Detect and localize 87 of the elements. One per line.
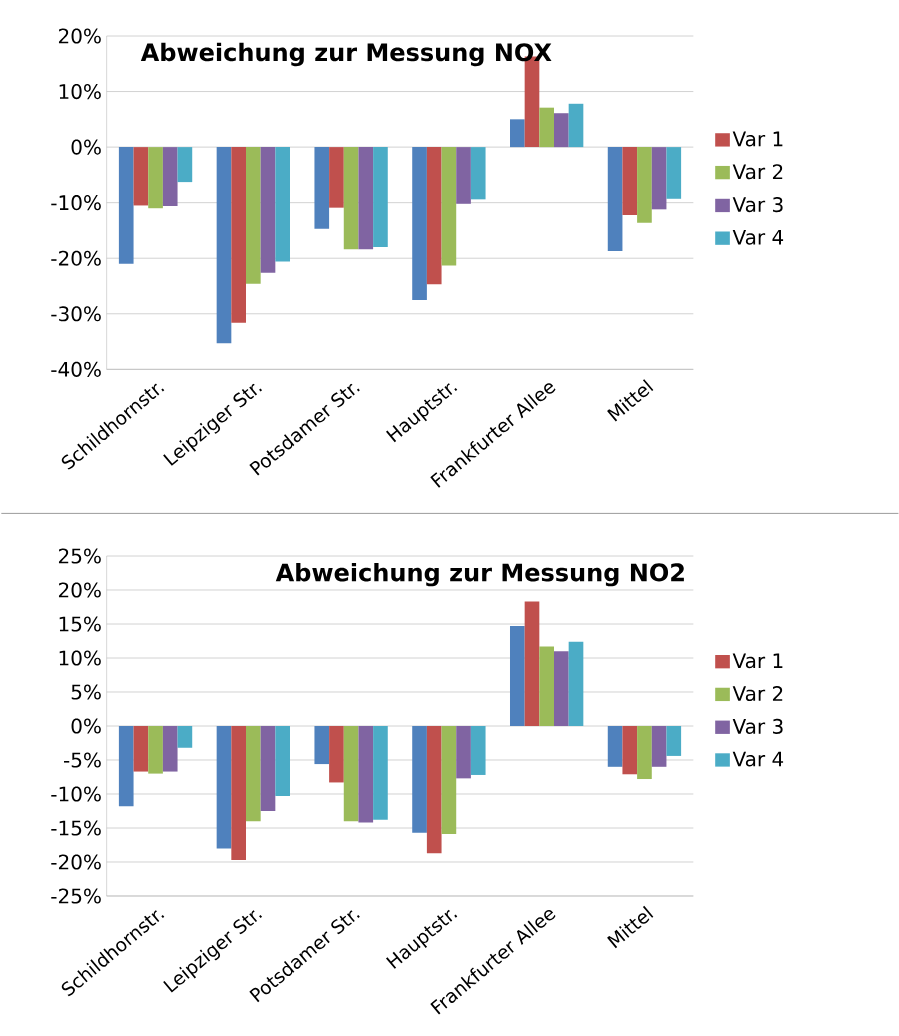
bar xyxy=(163,147,178,206)
y-tick-label: 0% xyxy=(71,139,102,155)
bar xyxy=(275,147,291,262)
bar xyxy=(133,147,149,206)
y-tick-label: 5% xyxy=(71,684,102,700)
bar xyxy=(275,726,291,797)
y-tick-label: 0% xyxy=(71,718,102,734)
bar xyxy=(666,726,682,756)
bar xyxy=(622,726,638,775)
bar xyxy=(314,147,330,229)
bar xyxy=(471,147,486,200)
bar xyxy=(637,147,652,223)
bar xyxy=(412,147,428,300)
bar xyxy=(568,641,584,726)
bar xyxy=(231,147,247,323)
y-tick-label: 15% xyxy=(59,616,102,632)
bar xyxy=(539,646,555,726)
bar xyxy=(427,147,442,285)
bar xyxy=(471,726,486,775)
bar xyxy=(622,147,638,215)
y-tick-label: -15% xyxy=(51,820,102,836)
y-tick-label: -5% xyxy=(64,752,102,768)
bar xyxy=(177,147,193,183)
y-tick-label: -40% xyxy=(51,361,102,377)
bar xyxy=(329,726,344,783)
bar xyxy=(148,726,164,774)
bar xyxy=(216,147,232,344)
bar xyxy=(637,726,652,780)
legend-label: Var 4 xyxy=(732,229,784,245)
bar xyxy=(260,147,276,273)
bar xyxy=(358,147,374,250)
y-tick-label: 20% xyxy=(59,28,102,44)
bar xyxy=(343,726,359,822)
bar xyxy=(373,726,388,820)
bar xyxy=(651,147,667,210)
bar xyxy=(539,107,555,148)
bar xyxy=(246,147,261,284)
legend-label: Var 2 xyxy=(732,164,783,180)
bar xyxy=(554,651,569,726)
bar xyxy=(441,147,457,266)
y-tick-label: -20% xyxy=(51,854,102,870)
y-tick-label: -10% xyxy=(51,786,102,802)
y-tick-label: -30% xyxy=(51,306,102,322)
bar xyxy=(554,113,569,148)
bar xyxy=(666,147,682,199)
y-tick-label: 20% xyxy=(59,582,102,598)
bar xyxy=(163,726,178,772)
bar xyxy=(524,601,540,726)
legend-label: Var 4 xyxy=(732,751,784,767)
y-tick-label: 25% xyxy=(59,548,102,564)
bar xyxy=(568,103,584,148)
y-tick-label: -10% xyxy=(51,195,102,211)
bar xyxy=(133,726,149,772)
bar xyxy=(358,726,374,823)
bar xyxy=(441,726,457,835)
legend-label: Var 2 xyxy=(732,685,783,702)
bar xyxy=(119,726,134,807)
bar xyxy=(456,726,472,779)
chart-title: Abweichung zur Messung NOX xyxy=(141,42,552,67)
legend-label: Var 3 xyxy=(732,718,783,734)
bar xyxy=(260,726,276,811)
legend-label: Var 1 xyxy=(732,653,783,669)
bar xyxy=(314,726,330,765)
bar xyxy=(343,147,359,250)
bar xyxy=(412,726,428,833)
legend-label: Var 3 xyxy=(732,197,783,213)
bar xyxy=(651,726,667,767)
bar xyxy=(607,147,623,251)
bar xyxy=(456,147,472,204)
bar xyxy=(231,726,247,860)
y-tick-label: 10% xyxy=(59,650,102,666)
y-tick-label: 10% xyxy=(59,83,102,100)
y-tick-label: -25% xyxy=(51,888,102,904)
bar xyxy=(177,726,193,748)
bar xyxy=(510,626,525,726)
bar xyxy=(373,147,388,248)
y-tick-label: -20% xyxy=(51,250,102,266)
bar xyxy=(119,147,134,264)
bar xyxy=(148,147,164,209)
bar xyxy=(427,726,442,854)
bar xyxy=(607,726,623,767)
bar xyxy=(510,119,525,148)
bar xyxy=(216,726,232,849)
bar xyxy=(329,147,344,208)
chart-title: Abweichung zur Messung NO2 xyxy=(275,562,685,587)
legend-label: Var 1 xyxy=(732,131,783,147)
bar xyxy=(246,726,261,822)
